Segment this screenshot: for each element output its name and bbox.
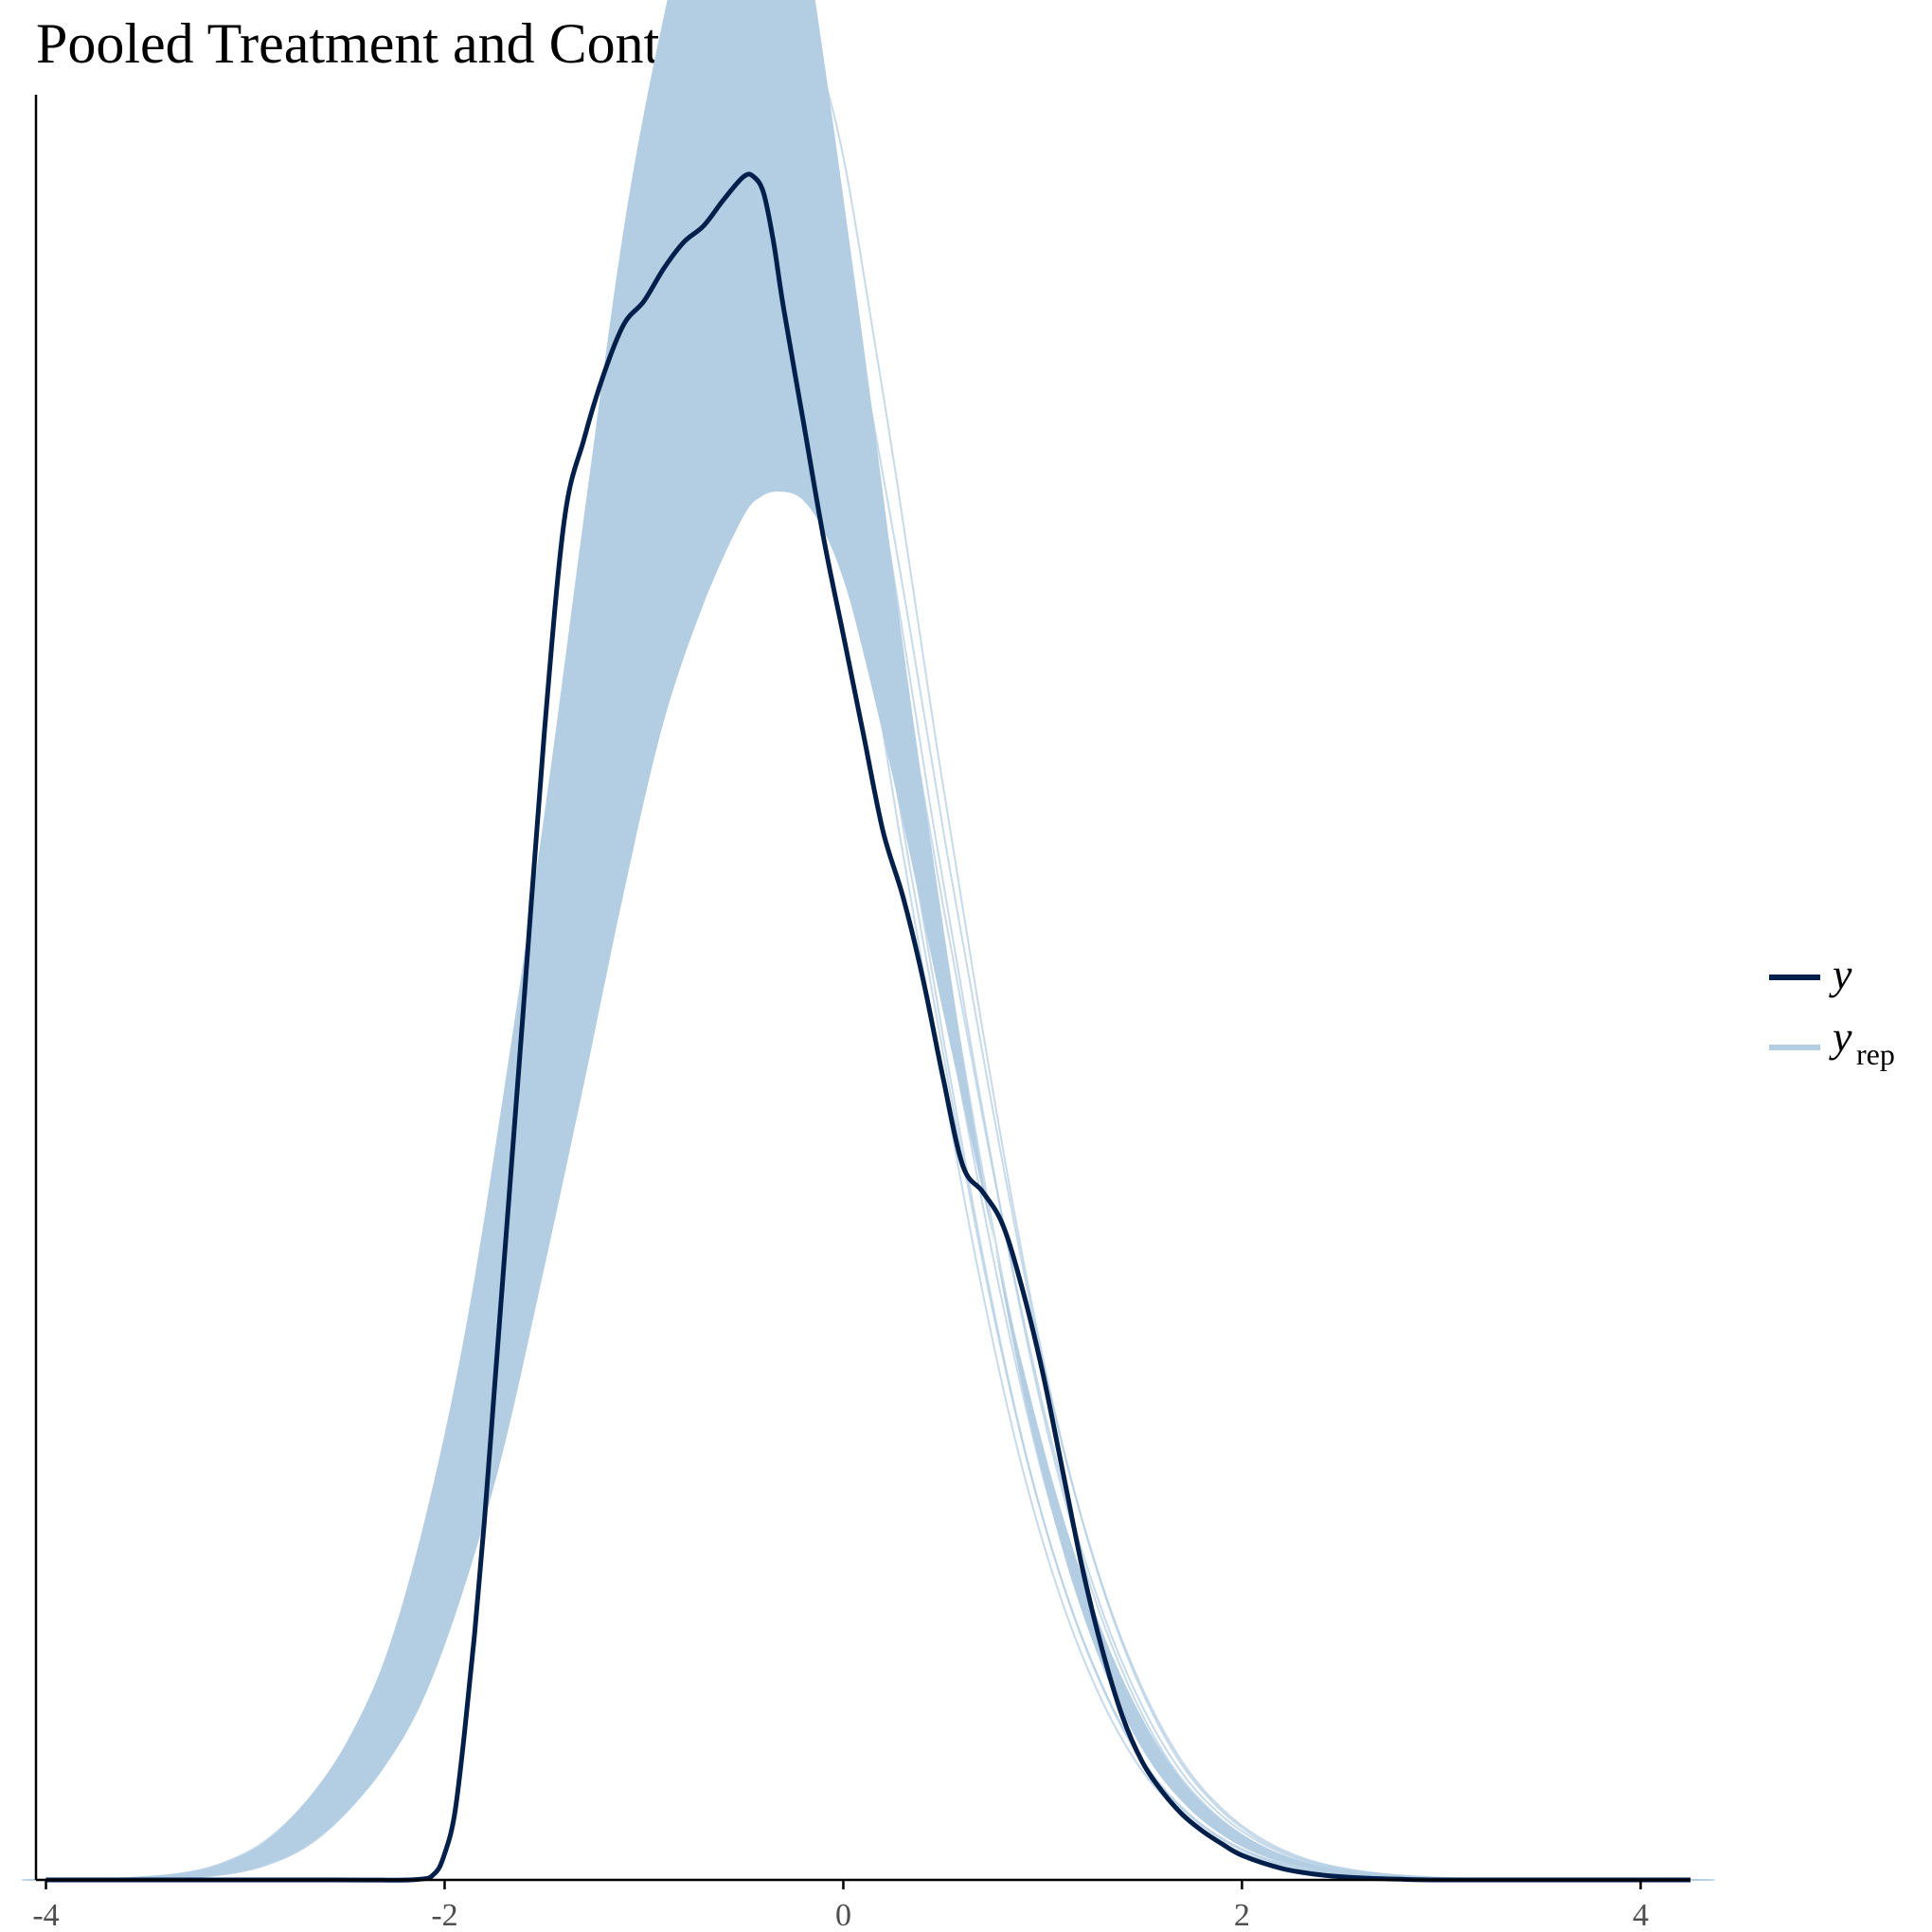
legend-label-y: y	[1829, 950, 1852, 998]
yrep-draw-line	[45, 229, 1691, 1882]
yrep-draw-line	[60, 4, 1705, 1882]
yrep-draw-line	[26, 90, 1672, 1882]
yrep-draw-line	[69, 177, 1715, 1882]
x-tick-label: -2	[431, 1898, 457, 1932]
legend-label-yrep-subscript: rep	[1856, 1037, 1895, 1071]
yrep-draw-line	[31, 194, 1677, 1882]
x-tick-label: 0	[835, 1898, 851, 1932]
yrep-draw-line	[53, 108, 1699, 1882]
chart-title: Pooled Treatment and Control	[36, 12, 723, 75]
yrep-lines	[22, 4, 1715, 1882]
x-ticks: -4 -2 0 2 4	[32, 1880, 1649, 1932]
x-tick-label: 4	[1633, 1898, 1649, 1932]
yrep-draw-line	[38, 38, 1683, 1882]
x-tick-label: -4	[32, 1898, 59, 1932]
yrep-band	[27, 0, 1708, 1881]
legend: y y rep	[1769, 950, 1895, 1071]
y-observed-line	[45, 171, 1690, 1883]
yrep-envelope	[27, 0, 1708, 1881]
legend-label-yrep: y	[1829, 1012, 1852, 1061]
x-tick-label: 2	[1234, 1898, 1250, 1932]
